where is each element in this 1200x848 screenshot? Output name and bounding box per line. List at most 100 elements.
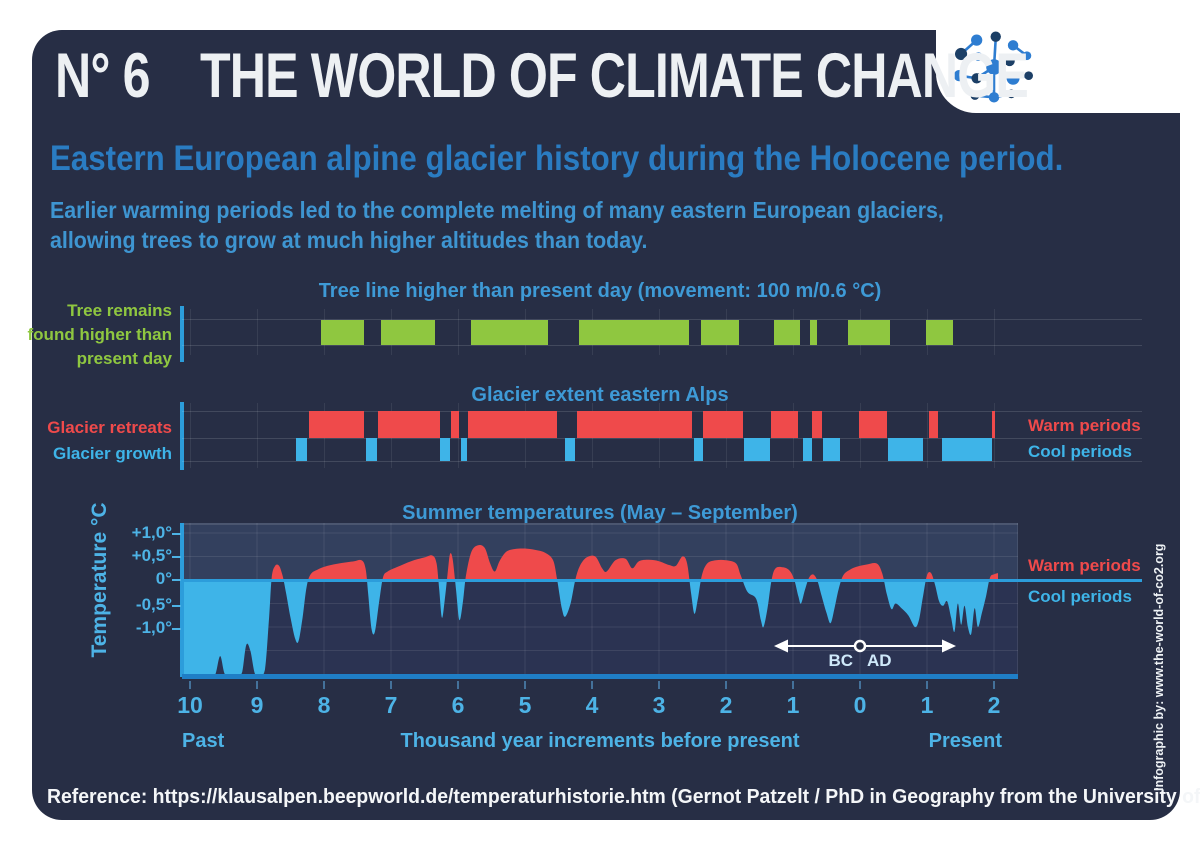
x-tick-mark: [658, 681, 660, 689]
grid-line: [257, 403, 258, 468]
glacier-retreat-bar: [577, 411, 692, 438]
glacier-retreat-bar: [770, 411, 798, 438]
grid-line: [182, 344, 1142, 346]
x-tick-label: 2: [987, 692, 1001, 718]
glacier-growth-bar: [460, 438, 467, 461]
x-axis-title: Thousand year increments before present: [400, 730, 800, 752]
glacier-retreat-bar: [309, 411, 365, 438]
y-tick-mark: [172, 579, 181, 581]
grid-line: [257, 309, 258, 355]
glacier-growth-bar: [366, 438, 377, 461]
grid-line: [190, 403, 191, 468]
x-tick-mark: [591, 681, 593, 689]
temperature-area-chart: [182, 523, 1018, 677]
y-tick-label: -1,0°: [135, 618, 172, 637]
page-title: THE WORLD OF CLIMATE CHANGE: [200, 41, 1029, 112]
x-tick-mark: [390, 681, 392, 689]
glacier-retreat-bar: [991, 411, 995, 438]
x-tick-label: 3: [652, 692, 666, 718]
x-tick-label: 0: [853, 692, 867, 718]
reference-text: Reference: https://klausalpen.beepworld.…: [47, 786, 1200, 808]
x-tick-mark: [993, 681, 995, 689]
grid-line: [927, 403, 928, 468]
x-tick-mark: [926, 681, 928, 689]
glacier-retreat-bar: [703, 411, 743, 438]
credit-text: Infographic by: www.the-world-of-co2.org: [1152, 543, 1166, 791]
treeline-bar: [809, 320, 818, 345]
treeline-bar: [774, 320, 800, 345]
glacier-retreats-label: Glacier retreats: [47, 418, 172, 437]
glacier-growth-bar: [565, 438, 576, 461]
glacier-warm-periods-label: Warm periods: [1028, 416, 1141, 435]
glacier-retreat-bar: [859, 411, 888, 438]
x-tick-label: 4: [585, 692, 599, 718]
glacier-growth-bar: [941, 438, 992, 461]
treeline-axis-label: Tree remains found higher than present d…: [27, 301, 172, 368]
infographic-subtitle-line2: allowing trees to grow at much higher al…: [50, 227, 648, 253]
treeline-bar: [700, 320, 740, 345]
x-tick-label: 1: [786, 692, 800, 718]
x-tick-mark: [256, 681, 258, 689]
treeline-bar: [471, 320, 549, 345]
logo-area: THE WORLD OF CO2: [936, 0, 1200, 113]
glacier-retreat-bar: [378, 411, 440, 438]
grid-line: [182, 319, 1142, 320]
temperature-warm-periods-label: Warm periods: [1028, 556, 1141, 575]
glacier-growth-bar: [823, 438, 840, 461]
x-tick-label: 7: [384, 692, 398, 718]
bc-label: BC: [828, 651, 853, 670]
x-tick-label: 2: [719, 692, 733, 718]
glacier-growth-label: Glacier growth: [52, 444, 172, 463]
y-tick-mark: [172, 628, 181, 630]
treeline-bar: [578, 320, 690, 345]
co2-molecule-logo: [953, 31, 1033, 103]
temperature-y-axis: [180, 523, 184, 677]
x-tick-mark: [725, 681, 727, 689]
grid-line: [458, 309, 459, 355]
y-tick-mark: [172, 555, 181, 558]
x-axis-baseline: [182, 673, 1018, 679]
treeline-bar: [320, 320, 365, 345]
glacier-retreat-bar: [812, 411, 823, 438]
x-axis-present-label: Present: [928, 730, 1002, 752]
treeline-bar: [926, 320, 954, 345]
y-tick-label: 0°: [155, 569, 172, 588]
grid-line: [182, 461, 1142, 462]
treeline-chart-title: Tree line higher than present day (movem…: [318, 280, 882, 302]
y-tick-label: +1,0°: [131, 523, 172, 542]
x-tick-mark: [323, 681, 325, 689]
grid-line: [182, 438, 1142, 439]
bc-ad-arrow: [774, 639, 956, 653]
ad-label: AD: [867, 651, 892, 670]
y-tick-mark: [172, 533, 181, 535]
glacier-growth-bar: [693, 438, 704, 461]
treeline-bar: [380, 320, 435, 345]
zero-degree-line: [182, 578, 1142, 582]
glacier-growth-bar: [744, 438, 771, 461]
y-tick-mark: [172, 604, 181, 607]
x-tick-mark: [524, 681, 526, 689]
glacier-cool-periods-label: Cool periods: [1028, 442, 1132, 461]
glacier-retreat-bar: [468, 411, 558, 438]
x-tick-mark: [189, 681, 191, 689]
glacier-retreat-bar: [451, 411, 459, 438]
x-tick-mark: [457, 681, 459, 689]
issue-number: N° 6: [55, 41, 150, 112]
x-tick-mark: [792, 681, 794, 689]
y-tick-label: +0,5°: [131, 545, 172, 565]
x-tick-label: 10: [177, 692, 203, 718]
infographic-title: Eastern European alpine glacier history …: [50, 139, 1064, 179]
infographic-subtitle-line1: Earlier warming periods led to the compl…: [50, 197, 944, 223]
glacier-growth-bar: [295, 438, 308, 461]
x-tick-label: 1: [920, 692, 934, 718]
treeline-y-axis: [180, 306, 184, 362]
x-tick-label: 6: [451, 692, 465, 718]
x-tick-label: 9: [250, 692, 264, 718]
y-tick-label: -0,5°: [135, 594, 172, 614]
glacier-y-axis: [180, 402, 184, 470]
temperature-cool-periods-label: Cool periods: [1028, 587, 1132, 606]
glacier-growth-bar: [803, 438, 812, 461]
glacier-chart-title: Glacier extent eastern Alps: [471, 384, 729, 406]
treeline-bar: [847, 320, 891, 345]
